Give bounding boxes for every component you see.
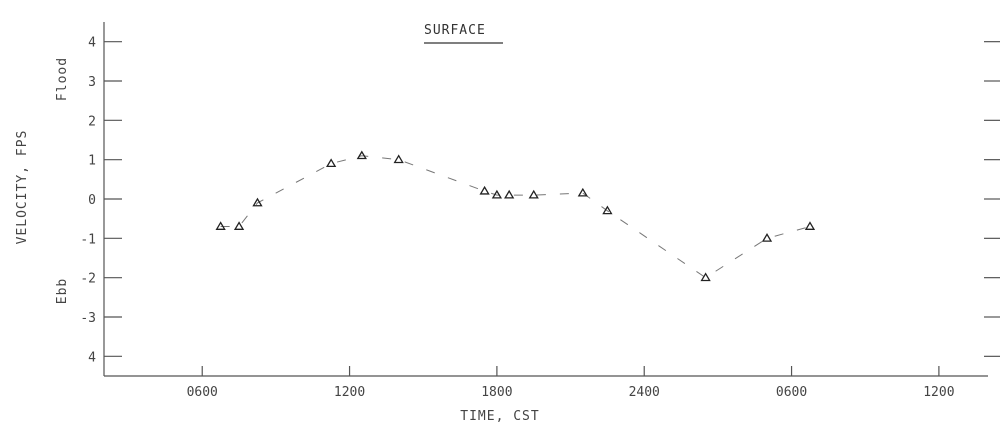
x-tick-label: 1200 [334, 385, 365, 400]
x-axis-ticks: 0600 1200 1800 2400 0600 1200 [187, 366, 955, 400]
chart-title: SURFACE [424, 23, 486, 38]
y-annotation-flood: Flood [55, 57, 70, 101]
data-point-marker [252, 197, 263, 207]
data-point-marker [504, 189, 515, 199]
data-point-marker [393, 154, 404, 164]
data-point-marker [602, 205, 613, 215]
data-point-marker [804, 221, 816, 230]
x-tick-label: 0600 [187, 385, 218, 400]
data-point-marker [356, 150, 367, 160]
x-axis-title: TIME, CST [460, 409, 539, 424]
x-tick-label: 1800 [481, 385, 512, 400]
data-point-marker [479, 185, 490, 195]
y-tick-label: -2 [80, 272, 96, 287]
y-axis-ticks: 4 3 2 1 0 -1 -2 -3 4 [80, 36, 1000, 365]
x-tick-label: 1200 [923, 385, 954, 400]
y-tick-label: 2 [88, 114, 96, 129]
data-point-marker [326, 158, 337, 168]
y-tick-label: 0 [88, 193, 96, 208]
y-annotation-ebb: Ebb [55, 278, 70, 304]
y-tick-label: -1 [80, 232, 96, 247]
data-point-marker [215, 221, 226, 230]
plot-frame [103, 22, 988, 377]
data-point-marker [491, 189, 503, 199]
y-tick-label: 4 [88, 36, 96, 51]
data-point-marker [700, 272, 711, 282]
series-line [220, 155, 811, 279]
y-tick-label: -3 [80, 311, 96, 326]
y-axis-title: VELOCITY, FPS [15, 130, 30, 245]
x-tick-label: 0600 [776, 385, 807, 400]
y-tick-label: 4 [88, 350, 96, 365]
data-point-layer [215, 150, 816, 282]
x-tick-label: 2400 [629, 385, 660, 400]
data-point-marker [528, 189, 539, 199]
y-tick-label: 1 [88, 154, 96, 169]
series-trace-layer [220, 155, 811, 279]
data-point-marker [577, 187, 588, 197]
data-point-marker [233, 221, 245, 230]
data-point-marker [761, 233, 773, 242]
y-tick-label: 3 [88, 75, 96, 90]
